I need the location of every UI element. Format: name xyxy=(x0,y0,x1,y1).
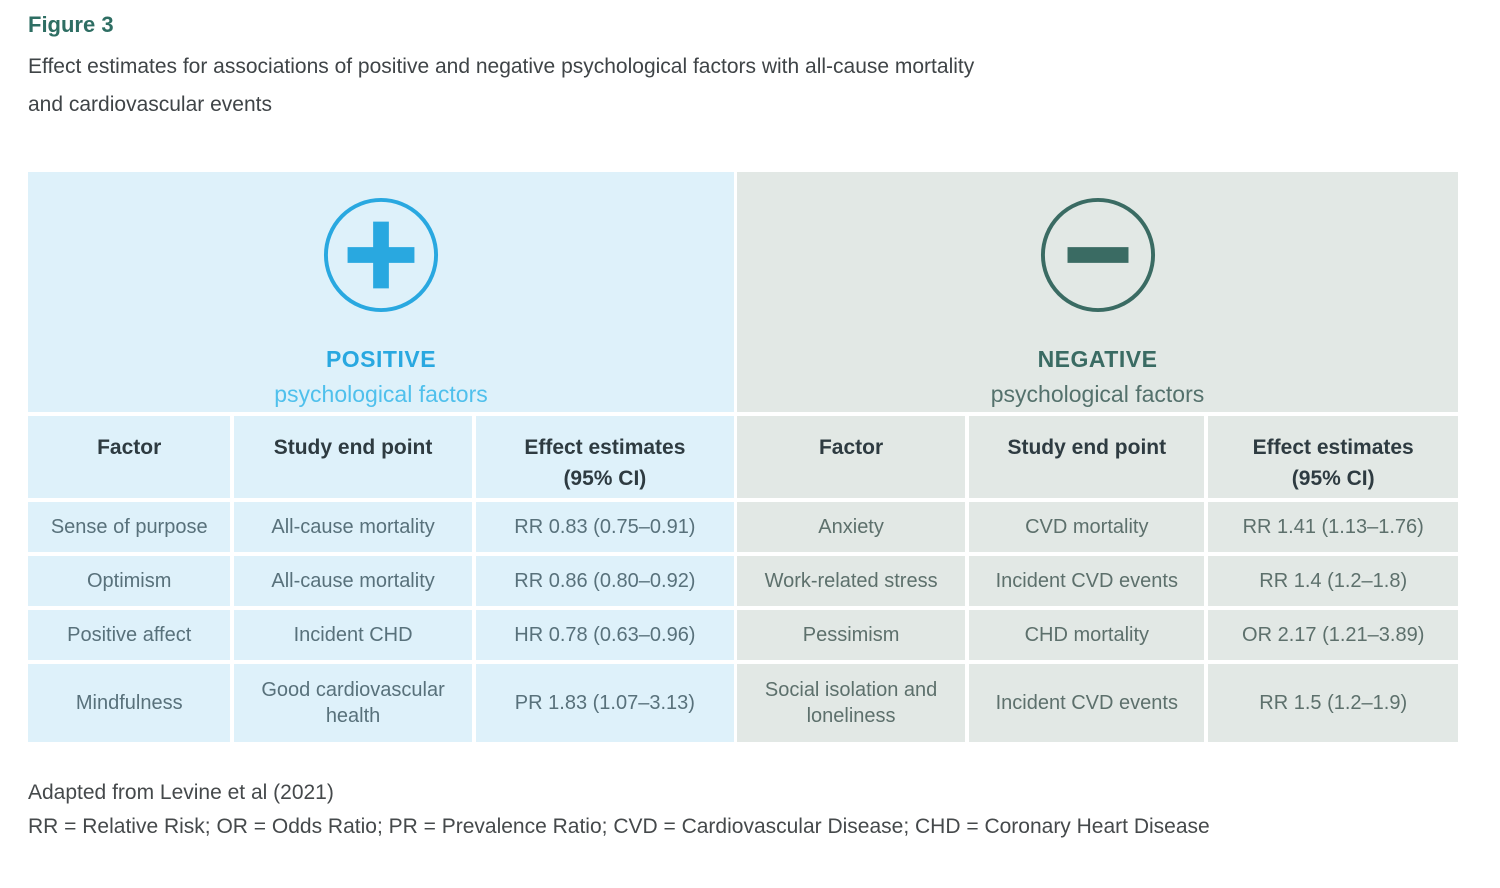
factor-cell: Optimism xyxy=(28,556,231,606)
column-header-factor: Factor xyxy=(737,416,966,498)
effect-cell: RR 0.83 (0.75–0.91) xyxy=(475,502,734,552)
effect-cell: RR 0.86 (0.80–0.92) xyxy=(475,556,734,606)
factor-cell: Positive affect xyxy=(28,610,231,660)
negative-title: NEGATIVE xyxy=(1037,346,1158,372)
effect-cell: RR 1.5 (1.2–1.9) xyxy=(1208,664,1458,742)
figure-label: Figure 3 xyxy=(28,12,114,37)
minus-circle-icon xyxy=(1039,196,1157,314)
figure-page: Figure 3 Effect estimates for associatio… xyxy=(28,12,1458,838)
positive-banner: POSITIVE psychological factors xyxy=(28,172,734,412)
figure-caption-line1: Effect estimates for associations of pos… xyxy=(28,55,975,78)
negative-panel: NEGATIVE psychological factors Factor St… xyxy=(737,172,1458,742)
positive-title: POSITIVE xyxy=(325,346,437,372)
endpoint-cell: CHD mortality xyxy=(969,610,1205,660)
effect-estimates-table: POSITIVE psychological factors Factor St… xyxy=(28,172,1458,742)
column-header-effect: Effect estimates (95% CI) xyxy=(475,416,734,498)
effect-cell: RR 1.4 (1.2–1.8) xyxy=(1208,556,1458,606)
factor-cell: Social isolation and loneliness xyxy=(737,664,966,742)
endpoint-cell: Incident CHD xyxy=(234,610,472,660)
positive-subtitle: psychological factors xyxy=(274,381,488,407)
abbreviations-note: RR = Relative Risk; OR = Odds Ratio; PR … xyxy=(28,815,1210,838)
source-note: Adapted from Levine et al (2021) xyxy=(28,781,334,804)
endpoint-cell: All-cause mortality xyxy=(234,556,472,606)
factor-cell: Pessimism xyxy=(737,610,966,660)
factor-cell: Sense of purpose xyxy=(28,502,231,552)
effect-cell: HR 0.78 (0.63–0.96) xyxy=(475,610,734,660)
endpoint-cell: Good cardiovascular health xyxy=(234,664,472,742)
figure-caption-line2: and cardiovascular events xyxy=(28,93,272,116)
endpoint-cell: Incident CVD events xyxy=(969,556,1205,606)
column-header-effect: Effect estimates (95% CI) xyxy=(1208,416,1458,498)
plus-circle-icon xyxy=(322,196,440,314)
effect-cell: OR 2.17 (1.21–3.89) xyxy=(1208,610,1458,660)
positive-panel: POSITIVE psychological factors Factor St… xyxy=(28,172,734,742)
endpoint-cell: All-cause mortality xyxy=(234,502,472,552)
figure-caption: Effect estimates for associations of pos… xyxy=(28,48,1288,124)
factor-cell: Work-related stress xyxy=(737,556,966,606)
negative-banner: NEGATIVE psychological factors xyxy=(737,172,1458,412)
effect-cell: RR 1.41 (1.13–1.76) xyxy=(1208,502,1458,552)
endpoint-cell: CVD mortality xyxy=(969,502,1205,552)
factor-cell: Mindfulness xyxy=(28,664,231,742)
column-header-factor: Factor xyxy=(28,416,231,498)
column-header-endpoint: Study end point xyxy=(234,416,472,498)
column-header-endpoint: Study end point xyxy=(969,416,1205,498)
effect-cell: PR 1.83 (1.07–3.13) xyxy=(475,664,734,742)
negative-subtitle: psychological factors xyxy=(990,381,1205,407)
endpoint-cell: Incident CVD events xyxy=(969,664,1205,742)
factor-cell: Anxiety xyxy=(737,502,966,552)
